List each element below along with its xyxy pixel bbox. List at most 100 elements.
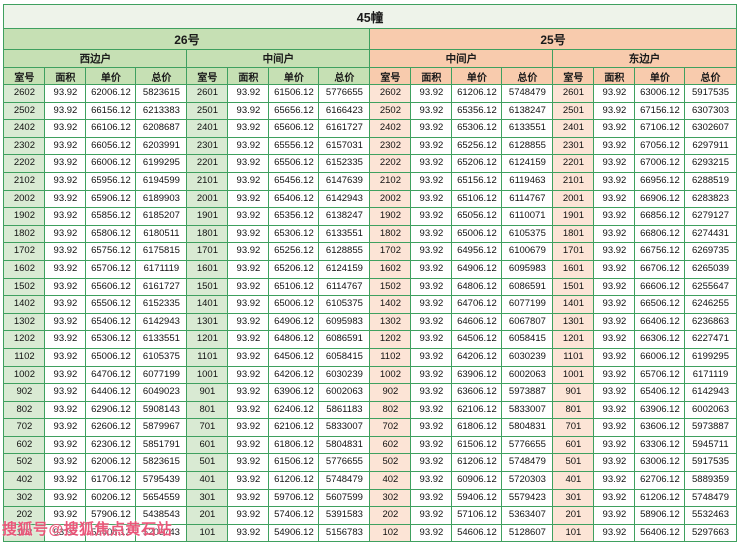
unit-type-row: 西边户 中间户 中间户 东边户 [3,49,737,68]
room-cell: 2301 [552,136,595,156]
area-cell: 93.92 [410,84,453,103]
room-cell: 102 [369,523,412,543]
area-cell: 93.92 [227,347,270,367]
unit-price-cell: 57106.12 [451,506,503,525]
area-cell: 93.92 [44,488,87,508]
table-row: 1102 93.92 65006.12 6105375 1101 93.92 64506.1… [3,347,737,367]
area-cell: 93.92 [410,259,453,279]
total-price-cell: 6279127 [684,207,737,226]
unit-price-cell: 60906.12 [451,471,503,490]
unit-type-header: 中间户 [186,49,371,68]
unit-price-cell: 61806.12 [268,435,320,455]
room-cell: 1302 [3,312,46,332]
area-cell: 93.92 [227,101,270,121]
room-cell: 602 [369,435,412,455]
room-cell: 2001 [186,189,229,209]
area-cell: 93.92 [44,312,87,332]
area-cell: 93.92 [593,84,636,103]
room-cell: 302 [3,488,46,508]
area-cell: 93.92 [44,259,87,279]
table-row: 1302 93.92 65406.12 6142943 1301 93.92 64906.1… [3,312,737,332]
room-cell: 2002 [369,189,412,209]
area-cell: 93.92 [44,383,87,402]
total-price-cell: 6002063 [684,400,737,420]
price-table-body: 2602 93.92 62006.12 5823615 2601 93.92 61506.1… [3,84,737,543]
unit-price-cell: 63906.12 [268,383,320,402]
total-price-cell: 6189903 [135,189,188,209]
room-cell: 1901 [552,207,595,226]
room-cell: 1201 [552,330,595,349]
total-price-cell: 6133551 [135,330,188,349]
area-cell: 93.92 [227,224,270,244]
area-cell: 93.92 [593,400,636,420]
total-price-cell: 5128607 [501,523,554,543]
area-cell: 93.92 [593,154,636,173]
room-cell: 1601 [552,259,595,279]
unit-price-cell: 66956.12 [634,171,686,191]
unit-price-cell: 57406.12 [268,506,320,525]
unit-price-cell: 65056.12 [451,207,503,226]
area-cell: 93.92 [227,312,270,332]
total-price-cell: 5804831 [318,435,371,455]
room-cell: 401 [186,471,229,490]
room-cell: 201 [552,506,595,525]
total-price-cell: 6077199 [135,365,188,385]
unit-price-cell: 65106.12 [268,277,320,297]
area-cell: 93.92 [227,136,270,156]
room-cell: 801 [186,400,229,420]
area-cell: 93.92 [410,347,453,367]
area-cell: 93.92 [410,312,453,332]
area-cell: 93.92 [227,154,270,173]
room-cell: 1301 [552,312,595,332]
unit-price-cell: 65756.12 [85,242,137,261]
area-cell: 93.92 [227,488,270,508]
total-price-cell: 6147639 [318,171,371,191]
unit-price-cell: 66306.12 [634,330,686,349]
table-row: 2202 93.92 66006.12 6199295 2201 93.92 65506.1… [3,154,737,173]
unit-price-cell: 65456.12 [268,171,320,191]
area-cell: 93.92 [227,471,270,490]
area-cell: 93.92 [410,523,453,543]
column-header: 面积 [593,67,636,85]
area-cell: 93.92 [227,84,270,103]
total-price-cell: 6128855 [318,242,371,261]
room-cell: 2402 [3,119,46,138]
unit-price-cell: 65106.12 [451,189,503,209]
unit-price-cell: 66006.12 [634,347,686,367]
room-cell: 1202 [3,330,46,349]
area-cell: 93.92 [44,154,87,173]
area-cell: 93.92 [227,523,270,543]
room-cell: 1702 [3,242,46,261]
unit-price-cell: 65906.12 [85,189,137,209]
unit-price-cell: 64806.12 [451,277,503,297]
area-cell: 93.92 [410,471,453,490]
area-cell: 93.92 [410,207,453,226]
area-cell: 93.92 [410,453,453,473]
building-title: 45幢 [3,4,737,29]
table-row: 2102 93.92 65956.12 6194599 2101 93.92 65456.1… [3,171,737,191]
area-cell: 93.92 [410,330,453,349]
area-cell: 93.92 [593,259,636,279]
room-cell: 1102 [3,347,46,367]
unit-price-cell: 65606.12 [85,277,137,297]
room-cell: 101 [186,523,229,543]
unit-price-cell: 66906.12 [634,189,686,209]
room-cell: 2502 [369,101,412,121]
total-price-cell: 6161727 [318,119,371,138]
total-price-cell: 6199295 [135,154,188,173]
area-cell: 93.92 [593,189,636,209]
area-cell: 93.92 [410,400,453,420]
unit-price-cell: 65206.12 [451,154,503,173]
unit-price-cell: 54606.12 [451,523,503,543]
room-cell: 501 [186,453,229,473]
total-price-cell: 5973887 [684,418,737,437]
total-price-cell: 5748479 [684,488,737,508]
area-cell: 93.92 [593,347,636,367]
area-cell: 93.92 [44,400,87,420]
building-group-header: 26号 [3,28,371,50]
table-row: 1202 93.92 65306.12 6133551 1201 93.92 64806.1… [3,330,737,349]
area-cell: 93.92 [227,242,270,261]
table-row: 1502 93.92 65606.12 6161727 1501 93.92 65106.1… [3,277,737,297]
area-cell: 93.92 [227,259,270,279]
unit-price-cell: 65706.12 [85,259,137,279]
